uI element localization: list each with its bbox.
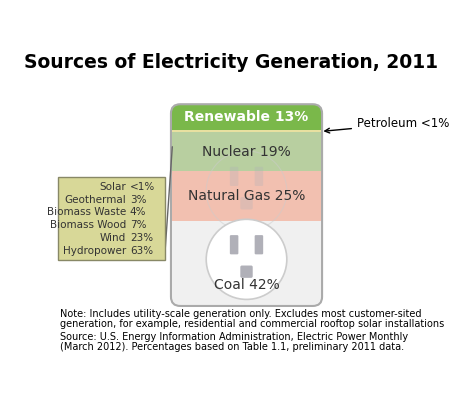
Bar	[171, 221, 322, 306]
Text: Coal 42%: Coal 42%	[214, 278, 279, 292]
Circle shape	[206, 219, 287, 299]
Text: Natural Gas 25%: Natural Gas 25%	[188, 189, 305, 203]
Text: Biomass Wood: Biomass Wood	[50, 220, 126, 230]
Text: Nuclear 19%: Nuclear 19%	[202, 145, 291, 159]
Text: <1%: <1%	[130, 182, 155, 192]
FancyBboxPatch shape	[230, 235, 239, 254]
FancyBboxPatch shape	[255, 235, 263, 254]
Text: 7%: 7%	[130, 220, 146, 230]
Text: 4%: 4%	[130, 207, 146, 217]
Text: 63%: 63%	[130, 246, 153, 256]
FancyBboxPatch shape	[240, 197, 253, 209]
Text: Hydropower: Hydropower	[63, 246, 126, 256]
Text: Renewable 13%: Renewable 13%	[184, 110, 309, 124]
Text: 3%: 3%	[130, 195, 146, 204]
Text: generation, for example, residential and commercial rooftop solar installations: generation, for example, residential and…	[60, 319, 445, 329]
Text: Petroleum <1%: Petroleum <1%	[325, 117, 449, 133]
Bar	[171, 131, 322, 133]
Text: 23%: 23%	[130, 233, 153, 243]
Bar	[171, 104, 322, 131]
Bar	[58, 177, 165, 260]
Text: Solar: Solar	[99, 182, 126, 192]
FancyBboxPatch shape	[255, 167, 263, 186]
Text: Source: U.S. Energy Information Administration, Electric Power Monthly: Source: U.S. Energy Information Administ…	[60, 332, 408, 342]
Bar	[171, 171, 322, 221]
Bar	[171, 133, 322, 171]
FancyBboxPatch shape	[230, 167, 239, 186]
Text: Geothermal: Geothermal	[64, 195, 126, 204]
Text: Sources of Electricity Generation, 2011: Sources of Electricity Generation, 2011	[23, 53, 437, 72]
Text: Biomass Waste: Biomass Waste	[47, 207, 126, 217]
Text: Note: Includes utility-scale generation only. Excludes most customer-sited: Note: Includes utility-scale generation …	[60, 309, 422, 319]
Text: Wind: Wind	[100, 233, 126, 243]
FancyBboxPatch shape	[240, 266, 253, 278]
Text: (March 2012). Percentages based on Table 1.1, preliminary 2011 data.: (March 2012). Percentages based on Table…	[60, 342, 404, 352]
